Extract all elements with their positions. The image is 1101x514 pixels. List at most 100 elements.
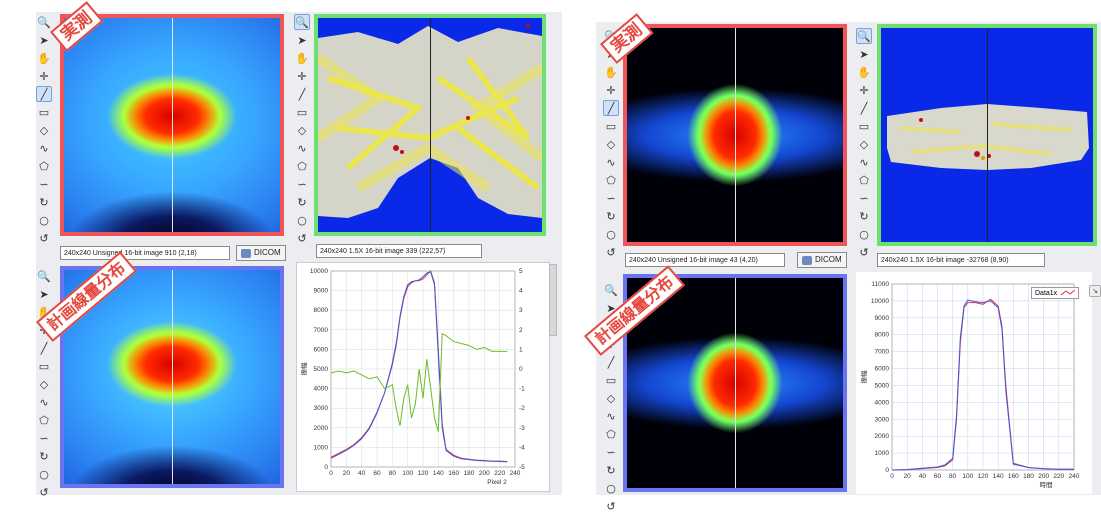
diamond-tool-icon[interactable]: ◇	[39, 377, 49, 391]
lasso-tool-icon[interactable]: ↻	[39, 195, 49, 209]
gamma-map-image[interactable]	[314, 14, 546, 236]
freehand-tool-icon[interactable]: ∿	[39, 141, 49, 155]
pointer-icon[interactable]: ➤	[859, 47, 869, 61]
polygon-tool-icon[interactable]: ⬠	[859, 173, 869, 187]
lasso-tool-icon[interactable]: ↻	[606, 463, 616, 477]
rectangle-tool-icon[interactable]: ▭	[858, 119, 870, 133]
pan-icon[interactable]: ✋	[37, 51, 51, 65]
diamond-tool-icon[interactable]: ◇	[859, 137, 869, 151]
curve-tool-icon[interactable]: ∽	[39, 177, 49, 191]
pan-icon[interactable]: ✋	[295, 51, 309, 65]
rectangle-tool-icon[interactable]: ▭	[38, 105, 50, 119]
x-tick-label: 20	[904, 473, 912, 480]
crosshair-icon[interactable]: ✛	[859, 83, 869, 97]
line-tool-icon[interactable]: ╱	[40, 341, 48, 355]
lasso-tool-icon[interactable]: ↻	[859, 209, 869, 223]
oval-tool-icon[interactable]: ○	[39, 213, 49, 227]
curve-tool-icon[interactable]: ∽	[606, 445, 616, 459]
oval-tool-icon[interactable]: ○	[39, 467, 49, 481]
rotate-tool-icon[interactable]: ↺	[39, 231, 49, 245]
line-tool-icon[interactable]: ╱	[36, 86, 52, 102]
rectangle-tool-icon[interactable]: ▭	[605, 119, 617, 133]
oval-tool-icon[interactable]: ○	[606, 227, 616, 241]
crosshair-icon[interactable]: ✛	[297, 69, 307, 83]
zoom-icon[interactable]: 🔍	[37, 15, 51, 29]
dicom-button-label: DICOM	[815, 255, 842, 264]
line-tool-icon[interactable]: ╱	[603, 100, 619, 116]
rectangle-tool-icon[interactable]: ▭	[605, 373, 617, 387]
rotate-tool-icon[interactable]: ↺	[859, 245, 869, 259]
rectangle-tool-icon[interactable]: ▭	[296, 105, 308, 119]
y-axis-label: 振幅	[859, 370, 868, 384]
rotate-tool-icon[interactable]: ↺	[297, 231, 307, 245]
line-tool-icon[interactable]: ╱	[860, 101, 868, 115]
line-tool-icon[interactable]: ╱	[298, 87, 306, 101]
profile-line	[735, 28, 736, 242]
measured-dose-image[interactable]	[623, 24, 847, 246]
crosshair-icon[interactable]: ✛	[39, 69, 49, 83]
oval-tool-icon[interactable]: ○	[606, 481, 616, 495]
diamond-tool-icon[interactable]: ◇	[606, 391, 616, 405]
zoom-icon[interactable]: 🔍	[604, 283, 618, 297]
zoom-icon[interactable]: 🔍	[856, 28, 872, 44]
x-tick-label: 80	[389, 470, 397, 477]
rotate-tool-icon[interactable]: ↺	[606, 245, 616, 259]
polygon-tool-icon[interactable]: ⬠	[297, 159, 307, 173]
pointer-icon[interactable]: ➤	[39, 33, 49, 47]
planned-dose-image[interactable]	[623, 274, 847, 492]
freehand-tool-icon[interactable]: ∿	[39, 395, 49, 409]
curve-tool-icon[interactable]: ∽	[606, 191, 616, 205]
freehand-tool-icon[interactable]: ∿	[606, 155, 616, 169]
zoom-icon[interactable]: 🔍	[294, 14, 310, 30]
rectangle-tool-icon[interactable]: ▭	[38, 359, 50, 373]
rotate-tool-icon[interactable]: ↺	[606, 499, 616, 513]
y-tick-label: 0	[324, 464, 328, 471]
line-tool-icon[interactable]: ╱	[607, 355, 615, 369]
y2-tick-label: -4	[519, 444, 525, 451]
pointer-icon[interactable]: ➤	[297, 33, 307, 47]
freehand-tool-icon[interactable]: ∿	[606, 409, 616, 423]
pan-icon[interactable]: ✋	[604, 65, 618, 79]
oval-tool-icon[interactable]: ○	[859, 227, 869, 241]
planned-dose-image[interactable]	[60, 266, 284, 488]
lasso-tool-icon[interactable]: ↻	[297, 195, 307, 209]
y-tick-label: 8000	[314, 307, 329, 314]
diamond-tool-icon[interactable]: ◇	[297, 123, 307, 137]
pointer-icon[interactable]: ➤	[39, 287, 49, 301]
profile-line	[735, 278, 736, 488]
pan-icon[interactable]: ✋	[857, 65, 871, 79]
y-tick-label: 0	[885, 467, 889, 474]
curve-tool-icon[interactable]: ∽	[859, 191, 869, 205]
rotate-tool-icon[interactable]: ↺	[39, 485, 49, 499]
diamond-tool-icon[interactable]: ◇	[39, 123, 49, 137]
right-profile-chart: 0 1000 2000 3000 4000 5000 6000 7000 8000 9000 100…	[856, 272, 1092, 494]
polygon-tool-icon[interactable]: ⬠	[606, 173, 616, 187]
curve-tool-icon[interactable]: ∽	[39, 431, 49, 445]
freehand-tool-icon[interactable]: ∿	[297, 141, 307, 155]
polygon-tool-icon[interactable]: ⬠	[606, 427, 616, 441]
x-tick-label: 120	[418, 470, 429, 477]
y-tick-label: 5000	[875, 382, 890, 389]
dicom-button[interactable]: DICOM	[236, 245, 286, 261]
zoom-icon[interactable]: 🔍	[37, 269, 51, 283]
pointer-icon[interactable]: ➤	[606, 301, 616, 315]
expand-icon[interactable]: ↘	[1089, 285, 1101, 297]
y2-tick-label: 5	[519, 268, 523, 275]
series-line-2	[330, 271, 508, 463]
y-tick-label: 11000	[871, 281, 889, 288]
x-axis-label: Pixel 2	[487, 479, 507, 486]
scrollbar[interactable]	[549, 264, 557, 336]
crosshair-icon[interactable]: ✛	[606, 83, 616, 97]
measured-dose-image[interactable]	[60, 14, 284, 236]
dicom-button[interactable]: DICOM	[797, 252, 847, 268]
curve-tool-icon[interactable]: ∽	[297, 177, 307, 191]
diamond-tool-icon[interactable]: ◇	[606, 137, 616, 151]
polygon-tool-icon[interactable]: ⬠	[39, 159, 49, 173]
lasso-tool-icon[interactable]: ↻	[39, 449, 49, 463]
y-tick-label: 1000	[314, 444, 329, 451]
gamma-map-image[interactable]	[877, 24, 1097, 246]
oval-tool-icon[interactable]: ○	[297, 213, 307, 227]
lasso-tool-icon[interactable]: ↻	[606, 209, 616, 223]
polygon-tool-icon[interactable]: ⬠	[39, 413, 49, 427]
freehand-tool-icon[interactable]: ∿	[859, 155, 869, 169]
